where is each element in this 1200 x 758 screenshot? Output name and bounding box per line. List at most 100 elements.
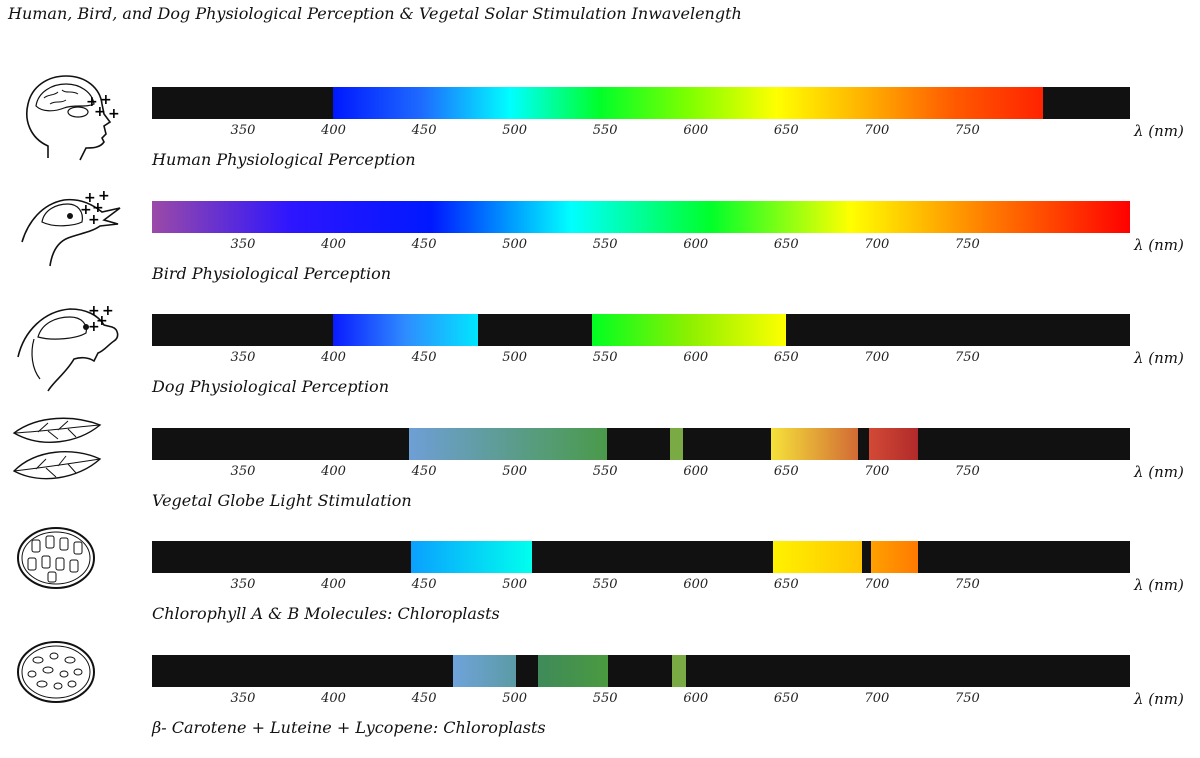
wavelength-bar [152, 87, 1130, 119]
row-label: Chlorophyll A & B Molecules: Chloroplast… [152, 604, 500, 623]
band-segment-586-593 [669, 428, 683, 460]
band-segment-587-595 [671, 655, 687, 687]
axis-unit-label: λ (nm) [1134, 236, 1184, 254]
row-bird: + + + + + 350 400 450 500 550 600 650 700 750 λ … [0, 188, 1200, 304]
tick-label-750: 750 [955, 123, 980, 138]
tick-label-550: 550 [592, 237, 618, 252]
tick-label-400: 400 [321, 464, 346, 479]
tick-label-350: 350 [230, 237, 256, 252]
axis-unit-label: λ (nm) [1134, 349, 1184, 367]
band-segment-792-840 [1043, 87, 1130, 119]
tick-label-750: 750 [955, 464, 980, 479]
tick-label-400: 400 [321, 237, 346, 252]
band-segment-643-692 [773, 541, 862, 573]
tick-label-400: 400 [321, 350, 346, 365]
tick-label-450: 450 [411, 691, 437, 706]
row-label: Dog Physiological Perception [152, 377, 389, 396]
band-segment-300-443 [152, 541, 411, 573]
tick-label-400: 400 [321, 577, 346, 592]
svg-text:+: + [94, 104, 106, 120]
tick-label-700: 700 [864, 577, 890, 592]
band-segment-501-513 [516, 655, 538, 687]
tick-label-400: 400 [321, 123, 346, 138]
svg-text:+: + [96, 313, 108, 329]
tick-label-500: 500 [502, 464, 528, 479]
row-chlorophyll: 350 400 450 500 550 600 650 700 750 λ (nm) Chlor… [0, 527, 1200, 644]
tick-label-500: 500 [502, 691, 528, 706]
chloroplast-icon [17, 527, 95, 589]
wavelength-bar [152, 541, 1130, 573]
tick-label-750: 750 [955, 577, 980, 592]
tick-label-750: 750 [955, 237, 980, 252]
tick-label-700: 700 [864, 464, 890, 479]
band-segment-723-840 [918, 541, 1130, 573]
band-segment-650-840 [785, 314, 1130, 346]
tick-label-600: 600 [683, 691, 709, 706]
bird-head-icon: + + + + + [21, 188, 121, 267]
band-segment-543-650 [592, 314, 786, 346]
diagram-title: Human, Bird, and Dog Physiological Perce… [8, 4, 742, 23]
tick-label-350: 350 [230, 691, 256, 706]
tick-label-650: 650 [773, 350, 799, 365]
band-segment-480-543 [478, 314, 593, 346]
band-segment-510-643 [532, 541, 774, 573]
tick-label-350: 350 [230, 350, 256, 365]
svg-text:+: + [80, 202, 92, 218]
svg-text:+: + [84, 190, 96, 206]
tick-label-600: 600 [683, 577, 709, 592]
tick-label-550: 550 [592, 123, 618, 138]
tick-label-500: 500 [502, 237, 528, 252]
band-segment-595-840 [686, 655, 1130, 687]
row-label: Human Physiological Perception [152, 150, 416, 169]
tick-label-700: 700 [864, 123, 890, 138]
tick-label-650: 650 [773, 464, 799, 479]
band-segment-642-690 [771, 428, 859, 460]
band-segment-513-552 [537, 655, 609, 687]
band-segment-300-442 [152, 428, 410, 460]
tick-label-500: 500 [502, 123, 528, 138]
tick-label-700: 700 [864, 237, 890, 252]
dog-head-icon: + + + + [17, 303, 119, 392]
tick-label-550: 550 [592, 577, 618, 592]
tick-label-750: 750 [955, 350, 980, 365]
svg-text:+: + [92, 200, 104, 216]
row-carotene: 350 400 450 500 550 600 650 700 750 λ (nm) β- Ca… [0, 641, 1200, 758]
row-dog: + + + + 350 400 450 500 550 600 650 700 750 λ (n… [0, 303, 1200, 417]
band-segment-552-587 [608, 655, 672, 687]
human-head-icon: + + + + [26, 75, 120, 161]
band-segment-466-501 [452, 655, 517, 687]
band-segment-697-723 [871, 541, 919, 573]
band-segment-442-551 [409, 428, 607, 460]
band-segment-400-480 [333, 314, 478, 346]
axis-unit-label: λ (nm) [1134, 463, 1184, 481]
tick-label-500: 500 [502, 577, 528, 592]
cell-icon [17, 641, 95, 703]
tick-label-450: 450 [411, 123, 437, 138]
row-human: + + + + 350 400 450 500 550 600 650 700 750 λ (n… [0, 75, 1200, 190]
row-label: Vegetal Globe Light Stimulation [152, 491, 412, 510]
tick-label-550: 550 [592, 691, 618, 706]
tick-label-700: 700 [864, 691, 890, 706]
svg-text:+: + [88, 319, 100, 335]
svg-text:+: + [100, 92, 112, 108]
tick-label-450: 450 [411, 237, 437, 252]
band-segment-300-400 [152, 87, 334, 119]
axis-unit-label: λ (nm) [1134, 690, 1184, 708]
tick-label-650: 650 [773, 691, 799, 706]
leaves-icon [12, 417, 102, 480]
tick-label-450: 450 [411, 577, 437, 592]
tick-label-650: 650 [773, 237, 799, 252]
band-segment-690-696 [858, 428, 870, 460]
tick-label-700: 700 [864, 350, 890, 365]
tick-label-650: 650 [773, 123, 799, 138]
band-segment-696-723 [869, 428, 919, 460]
band-segment-443-510 [410, 541, 533, 573]
tick-label-600: 600 [683, 123, 709, 138]
tick-label-350: 350 [230, 464, 256, 479]
wavelength-bar [152, 655, 1130, 687]
band-segment-551-586 [606, 428, 670, 460]
axis-unit-label: λ (nm) [1134, 122, 1184, 140]
band-segment-300-400 [152, 314, 334, 346]
band-segment-692-697 [861, 541, 871, 573]
svg-text:+: + [88, 303, 100, 319]
